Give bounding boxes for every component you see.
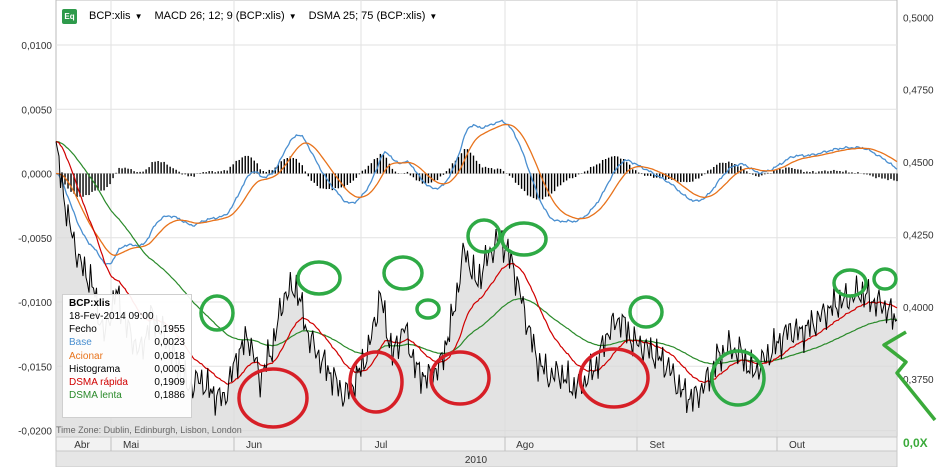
macd-signal-line [55, 123, 898, 256]
green-circle-annotation [500, 221, 548, 257]
green-circle-annotation [199, 294, 235, 332]
down-arrow-annotation [882, 330, 937, 422]
y-tick-label: 0,0100 [21, 41, 52, 52]
toolbar: Eq BCP:xlis ▼ MACD 26; 12; 9 (BCP:xlis) ▼ … [62, 6, 437, 26]
y-tick-label: 0,0050 [21, 105, 52, 116]
x-tick-label: Jul [375, 440, 388, 451]
tooltip-row: Fecho 0,1955 [69, 324, 185, 336]
y2-tick-label: 0,4750 [903, 86, 934, 97]
y-tick-label: -0,0050 [18, 234, 52, 245]
symbol-selector[interactable]: BCP:xlis ▼ [89, 10, 143, 22]
tooltip-row: Histograma 0,0005 [69, 363, 185, 375]
macd-indicator-selector[interactable]: MACD 26; 12; 9 (BCP:xlis) ▼ [154, 10, 297, 22]
x-tick-label: Jun [246, 440, 262, 451]
dsma-indicator-selector[interactable]: DSMA 25; 75 (BCP:xlis) ▼ [308, 10, 438, 22]
y2-tick-label: 0,3750 [903, 375, 934, 386]
red-circle-annotation [237, 367, 309, 429]
price-area [56, 141, 897, 437]
y-tick-label: -0,0150 [18, 362, 52, 373]
target-annotation: 0,0X [903, 436, 928, 450]
red-circle-annotation [578, 347, 650, 409]
tooltip-row: Base 0,0023 [69, 337, 185, 349]
price-line [55, 141, 898, 416]
tooltip-date: 18-Fev-2014 09:00 [69, 311, 154, 322]
green-circle-annotation [628, 295, 664, 329]
green-circle-annotation [296, 260, 342, 296]
y2-tick-label: 0,5000 [903, 13, 934, 24]
y-tick-label: 0,0000 [21, 170, 52, 181]
tooltip-row: DSMA rápida 0,1909 [69, 377, 185, 389]
green-circle-annotation [466, 218, 502, 254]
y-tick-label: -0,0200 [18, 427, 52, 438]
chevron-down-icon[interactable]: ▼ [429, 11, 438, 21]
year-bar [55, 450, 898, 467]
y2-tick-label: 0,4000 [903, 303, 934, 314]
x-tick-label: Abr [74, 440, 90, 451]
y2-tick-label: 0,4500 [903, 158, 934, 169]
green-circle-annotation [382, 255, 424, 291]
chevron-down-icon[interactable]: ▼ [134, 11, 143, 21]
x-tick-label: Ago [516, 440, 534, 451]
chevron-down-icon[interactable]: ▼ [288, 11, 297, 21]
y2-tick-label: 0,4250 [903, 230, 934, 241]
app-logo-icon: Eq [62, 8, 77, 24]
x-tick-label: Mai [123, 440, 139, 451]
data-tooltip: BCP:xlis 18-Fev-2014 09:00 Fecho 0,1955 B… [62, 294, 192, 418]
green-circle-annotation [832, 268, 868, 298]
macd-base-line [55, 119, 898, 265]
red-circle-annotation [429, 350, 491, 406]
green-circle-annotation [710, 349, 766, 407]
year-label: 2010 [465, 455, 488, 466]
tooltip-row: Acionar 0,0018 [69, 350, 185, 362]
x-axis-bar [55, 436, 898, 452]
tooltip-title: BCP:xlis [69, 298, 111, 309]
green-circle-annotation [872, 267, 898, 291]
x-tick-label: Out [789, 440, 805, 451]
tooltip-row: DSMA lenta 0,1886 [69, 390, 185, 402]
y-tick-label: -0,0100 [18, 298, 52, 309]
x-tick-label: Set [649, 440, 664, 451]
red-circle-annotation [348, 350, 404, 414]
timezone-label: Time Zone: Dublin, Edinburgh, Lisbon, Lo… [56, 425, 242, 435]
green-circle-annotation [415, 298, 441, 320]
